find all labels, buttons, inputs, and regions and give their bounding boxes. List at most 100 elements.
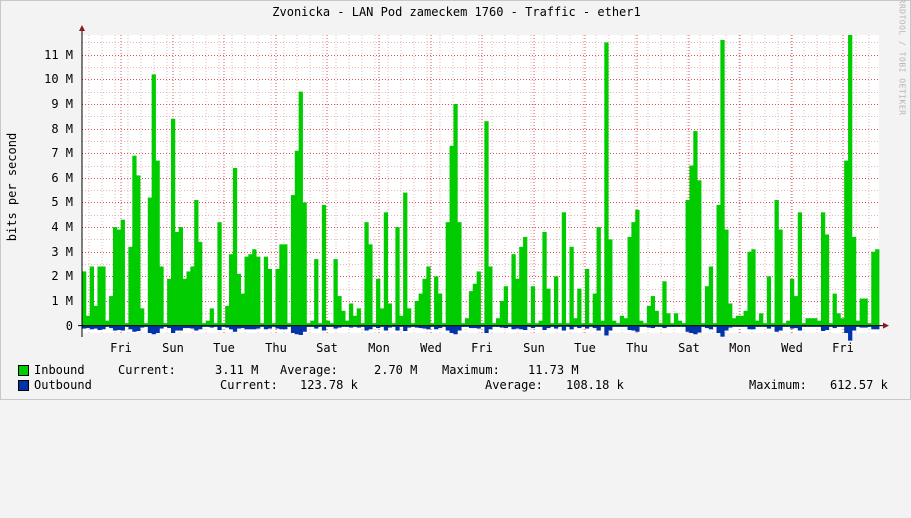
inbound-bar bbox=[673, 313, 679, 326]
outbound-bar bbox=[550, 325, 555, 327]
inbound-bar bbox=[635, 209, 640, 326]
inbound-bar bbox=[546, 288, 551, 326]
inbound-maximum-value: 11.73 M bbox=[528, 363, 579, 377]
inbound-bar bbox=[662, 281, 667, 326]
inbound-bar bbox=[248, 254, 253, 326]
inbound-bar bbox=[782, 323, 787, 326]
outbound-bar bbox=[151, 325, 156, 335]
outbound-bar bbox=[724, 325, 729, 331]
inbound-bar bbox=[387, 303, 392, 326]
outbound-bar bbox=[762, 325, 768, 327]
inbound-bar bbox=[348, 303, 354, 326]
outbound-bar bbox=[747, 325, 752, 330]
outbound-bar bbox=[406, 325, 412, 328]
inbound-bar bbox=[178, 227, 183, 326]
outbound-bar bbox=[186, 325, 191, 329]
outbound-bar bbox=[526, 325, 532, 327]
outbound-bar bbox=[507, 325, 512, 327]
x-tick-label: Wed bbox=[420, 341, 442, 355]
inbound-bar bbox=[848, 35, 853, 326]
outbound-bar bbox=[766, 325, 772, 329]
inbound-bar bbox=[306, 323, 311, 326]
outbound-bar bbox=[751, 325, 756, 330]
inbound-bar bbox=[809, 318, 814, 326]
inbound-bar bbox=[747, 251, 752, 326]
inbound-bar bbox=[871, 251, 876, 326]
outbound-bar bbox=[716, 325, 721, 333]
inbound-bar bbox=[650, 296, 655, 326]
inbound-bar bbox=[476, 271, 481, 326]
outbound-bar bbox=[673, 325, 679, 327]
inbound-bar bbox=[623, 318, 628, 326]
outbound-bar bbox=[793, 325, 799, 329]
inbound-bar bbox=[116, 229, 122, 326]
inbound-bar bbox=[105, 320, 110, 326]
inbound-bar bbox=[256, 256, 261, 326]
outbound-bar bbox=[731, 325, 737, 327]
inbound-bar bbox=[472, 283, 478, 326]
inbound-bar bbox=[453, 103, 458, 326]
inbound-bar bbox=[302, 202, 307, 326]
outbound-bar bbox=[306, 325, 311, 327]
inbound-bar bbox=[279, 244, 284, 326]
outbound-bar bbox=[701, 325, 706, 327]
outbound-bar bbox=[554, 325, 559, 329]
inbound-current-value: 3.11 M bbox=[215, 363, 259, 377]
inbound-bar bbox=[198, 241, 203, 326]
outbound-bar bbox=[600, 325, 605, 327]
inbound-bar bbox=[263, 256, 269, 326]
outbound-bar bbox=[635, 325, 640, 332]
inbound-bar bbox=[167, 278, 172, 326]
outbound-bar bbox=[414, 325, 419, 328]
outbound-bar bbox=[875, 325, 880, 330]
outbound-bar bbox=[244, 325, 249, 330]
inbound-bar bbox=[762, 323, 768, 326]
outbound-bar bbox=[97, 325, 102, 331]
inbound-bar bbox=[828, 323, 833, 326]
inbound-bar bbox=[712, 323, 717, 326]
outbound-bar bbox=[739, 325, 744, 327]
outbound-bar bbox=[426, 325, 431, 330]
inbound-bar bbox=[805, 318, 810, 326]
outbound-bar bbox=[82, 325, 87, 329]
outbound-bar bbox=[639, 325, 644, 327]
inbound-bar bbox=[182, 278, 187, 326]
outbound-label: Outbound bbox=[34, 378, 92, 392]
inbound-bar bbox=[163, 323, 168, 326]
x-tick-label: Mon bbox=[729, 341, 751, 355]
inbound-bar bbox=[875, 249, 880, 326]
outbound-bar bbox=[178, 325, 183, 331]
outbound-average-label: Average: bbox=[485, 378, 543, 392]
outbound-bar bbox=[341, 325, 346, 327]
outbound-bar bbox=[229, 325, 234, 330]
x-tick-label: Thu bbox=[265, 341, 287, 355]
inbound-bar bbox=[561, 212, 567, 326]
outbound-bar bbox=[256, 325, 261, 329]
inbound-bar bbox=[801, 323, 806, 326]
x-axis-arrow bbox=[883, 322, 889, 329]
outbound-bar bbox=[569, 325, 574, 330]
outbound-bar bbox=[844, 325, 849, 333]
inbound-bar bbox=[790, 278, 795, 326]
inbound-bar bbox=[143, 323, 149, 326]
outbound-bar bbox=[546, 325, 551, 329]
inbound-bar bbox=[252, 249, 257, 326]
inbound-bar bbox=[557, 323, 563, 326]
inbound-bar bbox=[836, 313, 841, 326]
inbound-bar bbox=[701, 323, 706, 326]
outbound-bar bbox=[623, 325, 628, 327]
inbound-bar bbox=[778, 229, 783, 326]
outbound-bar bbox=[515, 325, 520, 329]
inbound-bar bbox=[716, 204, 721, 326]
inbound-bar bbox=[186, 271, 191, 326]
outbound-bar bbox=[89, 325, 95, 330]
outbound-bar bbox=[399, 325, 404, 327]
outbound-bar bbox=[735, 325, 741, 327]
inbound-bar bbox=[639, 320, 644, 326]
outbound-bar bbox=[310, 325, 315, 327]
outbound-bar bbox=[236, 325, 242, 329]
outbound-bar bbox=[670, 325, 675, 327]
outbound-bar bbox=[631, 325, 636, 331]
outbound-bar bbox=[252, 325, 257, 330]
inbound-bar bbox=[538, 320, 543, 326]
